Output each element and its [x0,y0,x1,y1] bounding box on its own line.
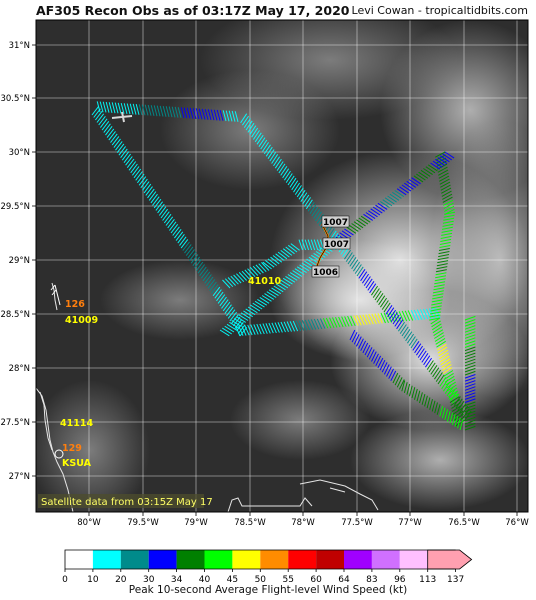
lon-tick-label: 76.5°W [448,518,480,528]
colorbar-segment [205,550,233,569]
colorbar-segment [93,550,121,569]
lat-tick-label: 31°N [9,41,30,51]
colorbar-segment [232,550,260,569]
lon-tick-label: 76°W [505,518,529,528]
lon-tick-label: 79°W [184,518,208,528]
station-id-label: 41114 [60,418,93,429]
pressure-label: 1007 [322,216,349,228]
lon-tick-label: 77.5°W [341,518,373,528]
colorbar-segment [372,550,400,569]
svg-text:1006: 1006 [313,268,338,278]
lat-tick-label: 28°N [9,364,30,374]
lon-tick-label: 80°W [77,518,101,528]
lat-tick-label: 28.5°N [0,310,30,320]
lat-tick-label: 27°N [9,472,30,482]
lon-tick-label: 78.5°W [234,518,266,528]
station-id-label: 41010 [248,276,281,287]
lat-tick-label: 30°N [9,148,30,158]
colorbar-segment [288,550,316,569]
colorbar-segment [177,550,205,569]
svg-text:Satellite data from 03:15Z May: Satellite data from 03:15Z May 17 [41,497,213,508]
colorbar-segment [260,550,288,569]
lat-tick-label: 29.5°N [0,202,30,212]
lat-tick-label: 27.5°N [0,418,30,428]
colorbar-segment [149,550,177,569]
colorbar-segment [316,550,344,569]
station-id-label: 41009 [65,315,98,326]
lon-tick-label: 77°W [398,518,422,528]
colorbar-segment [400,550,428,569]
station-speed-label: 126 [65,299,85,310]
colorbar-title: Peak 10-second Average Flight-level Wind… [0,584,536,596]
svg-text:1007: 1007 [323,218,348,228]
svg-text:1007: 1007 [324,240,349,250]
pressure-label: 1006 [312,266,339,278]
pressure-label: 1007 [323,238,350,250]
lat-tick-label: 30.5°N [0,94,30,104]
lon-tick-label: 79.5°W [127,518,159,528]
lat-tick-label: 29°N [9,256,30,266]
wind-speed-colorbar: 0 10 20 30 34 40 45 50 55 60 64 83 96 113 137 [62,550,471,585]
colorbar-segment [121,550,149,569]
station-speed-label: 129 [62,443,82,454]
station-id-label: KSUA [62,458,92,469]
lon-tick-label: 78°W [291,518,315,528]
colorbar-segment [344,550,372,569]
satellite-note: Satellite data from 03:15Z May 17 [38,494,213,508]
colorbar-segment [65,550,93,569]
